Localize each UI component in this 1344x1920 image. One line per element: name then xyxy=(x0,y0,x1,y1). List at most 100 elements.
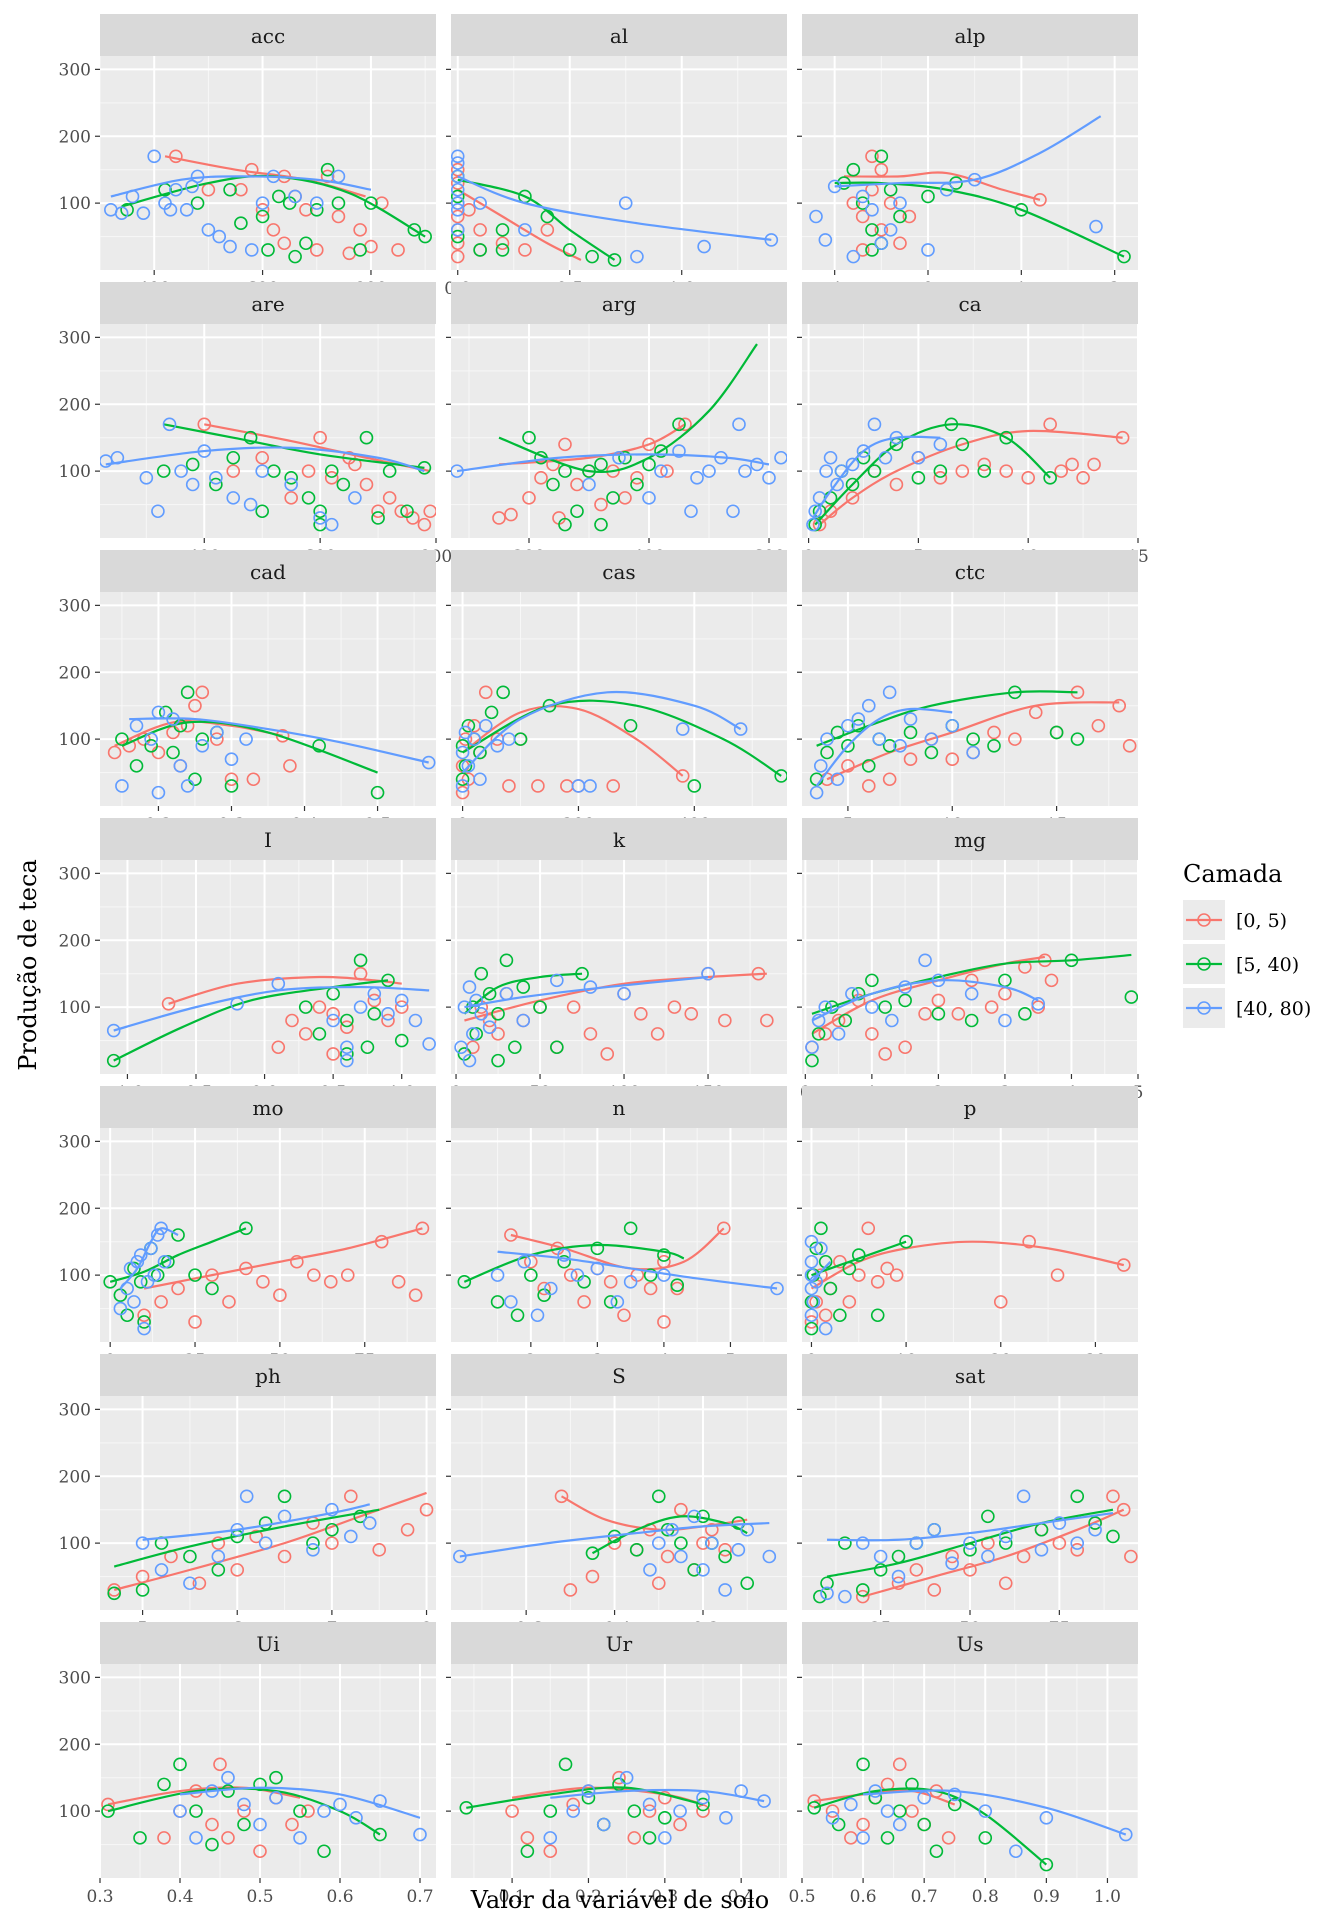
data-point xyxy=(534,471,548,485)
data-point xyxy=(899,1234,913,1249)
data-point xyxy=(642,1831,657,1845)
data-point xyxy=(533,1000,547,1014)
data-point xyxy=(809,209,823,224)
data-point xyxy=(590,1241,605,1256)
data-point xyxy=(492,511,506,525)
data-point xyxy=(687,779,702,793)
panel-cas: cas0200400 xyxy=(446,550,787,835)
fit-curve xyxy=(814,1789,956,1806)
data-point xyxy=(256,1275,270,1289)
legend-items: [0, 5) [5, 40) [40, 80) xyxy=(1183,900,1311,1028)
data-point xyxy=(955,464,970,478)
strip-label: Ur xyxy=(606,1632,633,1656)
data-point xyxy=(367,993,382,1008)
data-point xyxy=(312,739,326,753)
data-point xyxy=(845,477,860,492)
data-point xyxy=(566,1804,580,1818)
panel-cad: cad1002003000.20.30.40.5 xyxy=(59,550,436,835)
strip-background xyxy=(451,282,787,324)
data-point xyxy=(812,504,827,519)
strip-label: mg xyxy=(954,828,986,852)
data-point xyxy=(818,1027,833,1041)
data-point xyxy=(243,430,258,445)
data-point xyxy=(491,1053,505,1068)
strip-label: p xyxy=(964,1096,977,1120)
data-point xyxy=(400,504,414,519)
data-point xyxy=(455,779,470,793)
strip-label: Ui xyxy=(256,1632,279,1656)
data-point xyxy=(451,229,465,244)
data-point xyxy=(195,685,210,700)
y-tick-label: 100 xyxy=(59,998,91,1018)
data-point xyxy=(738,464,752,478)
data-point xyxy=(1039,1811,1054,1825)
data-point xyxy=(846,196,861,210)
panel-al: al0.00.51.0 xyxy=(444,14,787,299)
data-point xyxy=(353,1000,368,1014)
data-point xyxy=(417,517,432,532)
data-point xyxy=(135,1536,150,1550)
data-point xyxy=(173,1804,187,1818)
data-point xyxy=(408,1013,423,1028)
data-point xyxy=(1049,725,1064,740)
data-point xyxy=(623,1275,638,1289)
data-point xyxy=(461,759,476,773)
data-point xyxy=(255,203,270,217)
data-point xyxy=(921,189,935,204)
data-point xyxy=(873,1563,888,1577)
y-tick-label: 100 xyxy=(59,1802,91,1822)
strip-background xyxy=(451,818,787,860)
data-point xyxy=(371,511,385,525)
fit-curve xyxy=(810,1240,1125,1290)
data-point xyxy=(261,243,275,257)
data-point xyxy=(855,196,870,210)
data-point xyxy=(726,504,740,519)
data-point xyxy=(902,209,917,224)
plot-background xyxy=(802,860,1138,1074)
plot-background xyxy=(100,56,436,270)
data-point xyxy=(838,1536,852,1550)
strip-background xyxy=(451,14,787,56)
data-point xyxy=(809,785,824,800)
x-tick-label: 0.5 xyxy=(246,1887,273,1907)
data-point xyxy=(473,243,487,257)
data-point xyxy=(819,464,833,478)
data-point xyxy=(654,464,668,478)
fit-curve xyxy=(457,188,582,261)
y-tick-label: 200 xyxy=(59,1467,91,1487)
fit-curve xyxy=(142,1503,370,1541)
data-point xyxy=(133,1831,147,1845)
series-group xyxy=(100,417,436,532)
fit-curve xyxy=(113,985,430,1032)
data-point xyxy=(239,1489,254,1504)
fit-curve xyxy=(862,1508,1125,1598)
data-point xyxy=(223,239,237,254)
data-point xyxy=(326,1047,340,1061)
data-point xyxy=(577,1295,591,1309)
data-point xyxy=(451,169,465,184)
data-point xyxy=(658,1811,672,1825)
data-point xyxy=(955,437,970,452)
y-tick-label: 100 xyxy=(59,730,91,750)
data-point xyxy=(340,1020,354,1034)
data-point xyxy=(617,1308,631,1323)
data-point xyxy=(999,464,1014,478)
data-point xyxy=(353,243,367,257)
plot-background xyxy=(451,1396,787,1610)
panels-layer: acc100200300400600800al0.00.51.0alp-1012… xyxy=(59,14,1149,1907)
data-point xyxy=(855,1589,870,1604)
data-point xyxy=(306,1536,320,1550)
data-point xyxy=(674,1536,688,1550)
strip-label: al xyxy=(610,24,628,48)
data-point xyxy=(474,1007,489,1021)
data-point xyxy=(490,1295,505,1309)
panel-n: n2345 xyxy=(446,1086,787,1371)
series-group xyxy=(809,115,1131,264)
data-point xyxy=(939,182,954,197)
data-point xyxy=(317,1844,331,1859)
data-point xyxy=(1124,1549,1138,1564)
data-point xyxy=(299,236,313,251)
data-point xyxy=(607,253,622,267)
series-group xyxy=(455,685,787,800)
data-point xyxy=(211,1549,226,1564)
